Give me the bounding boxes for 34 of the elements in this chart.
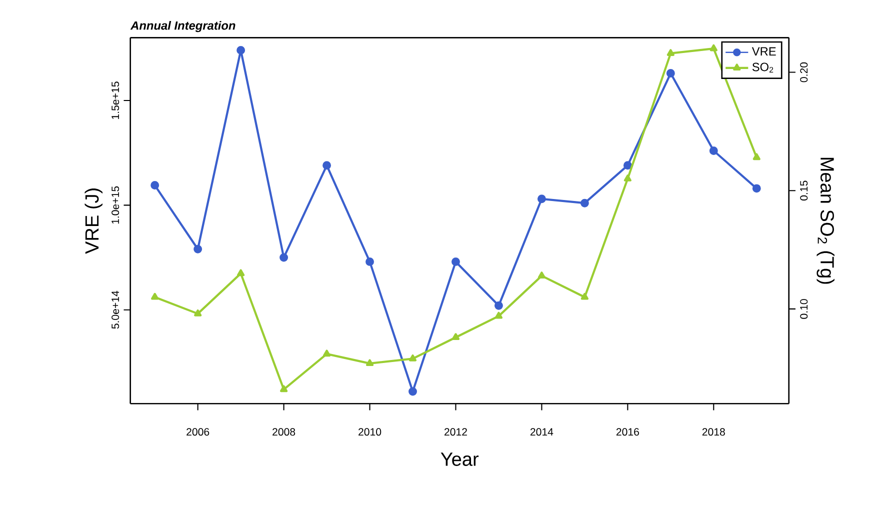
point xyxy=(366,359,374,366)
point xyxy=(666,49,674,56)
y2-tick-label: 0.20 xyxy=(800,62,808,82)
legend-label: SO$_{2}$ xyxy=(752,62,774,73)
point xyxy=(322,350,331,357)
x-tick-label: 2008 xyxy=(272,428,296,436)
point xyxy=(237,269,245,276)
point xyxy=(408,354,417,362)
x-tick-label: 2012 xyxy=(444,428,467,436)
point xyxy=(538,272,546,279)
point xyxy=(151,293,159,300)
x-tick-label: 2006 xyxy=(186,428,210,436)
y-tick-label: 5.0e+14 xyxy=(112,291,120,329)
point xyxy=(710,44,718,52)
point xyxy=(494,312,503,319)
y-tick-label: 1.0e+15 xyxy=(112,186,120,224)
y2-tick-label: 0.10 xyxy=(800,299,808,320)
point xyxy=(624,174,632,182)
x-tick-label: 2014 xyxy=(530,428,554,436)
y2-axis-title: Mean SO$_{2}$ (Tg) xyxy=(816,158,834,284)
y-tick-label: 1.5e+15 xyxy=(112,82,120,120)
point xyxy=(452,333,460,340)
y-axis-title: VRE (J) xyxy=(84,188,102,254)
x-tick-label: 2010 xyxy=(358,428,382,436)
x-tick-label: 2016 xyxy=(616,428,639,436)
chart-subtitle: Annual Integration xyxy=(130,21,236,32)
point xyxy=(752,153,760,160)
point xyxy=(194,310,202,317)
legend-label: VRE xyxy=(752,47,776,56)
x-tick-label: 2018 xyxy=(702,428,725,436)
point xyxy=(580,293,589,300)
x-axis-title: Year xyxy=(440,452,479,466)
y2-tick-label: 0.15 xyxy=(800,180,808,201)
point xyxy=(280,385,288,392)
